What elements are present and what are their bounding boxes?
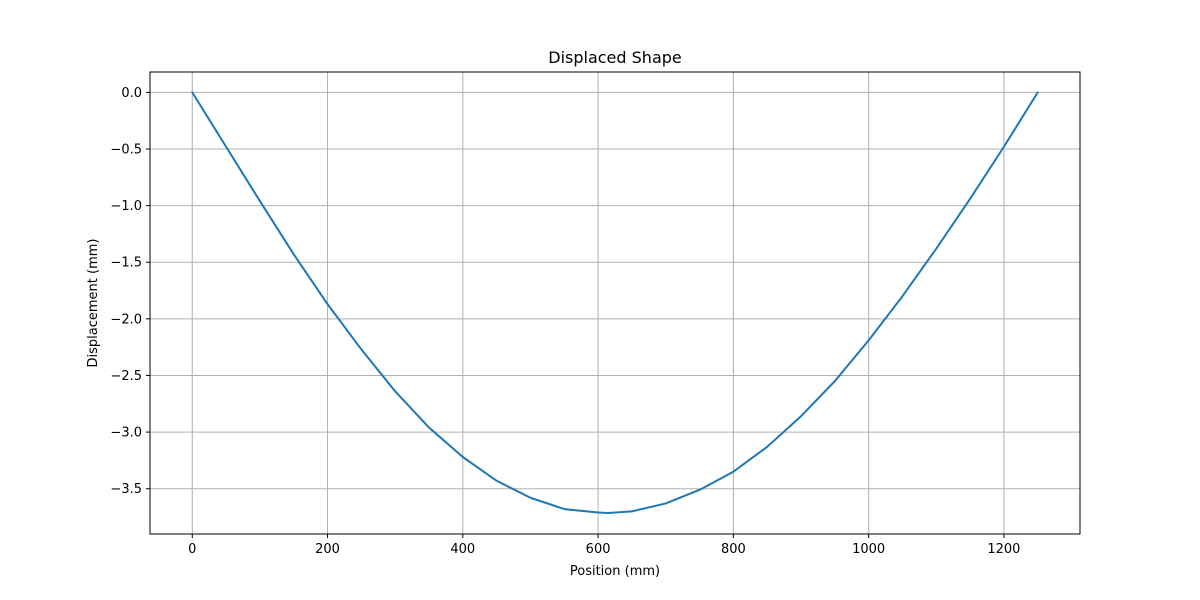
y-tick-label: −2.5 <box>110 369 142 384</box>
series-layer <box>191 91 1039 515</box>
displacement-series-line <box>191 91 1039 515</box>
grid-lines <box>150 72 1080 534</box>
y-tick-label: −3.5 <box>110 482 142 497</box>
x-axis-label: Position (mm) <box>570 564 660 579</box>
y-tick-label: −0.5 <box>110 143 142 158</box>
chart-title: Displaced Shape <box>548 48 682 67</box>
x-tick-label: 800 <box>721 542 746 557</box>
x-tick-label: 200 <box>315 542 340 557</box>
x-tick-label: 1000 <box>852 542 885 557</box>
y-tick-label: −3.0 <box>110 426 142 441</box>
y-axis-label: Displacement (mm) <box>86 239 101 368</box>
x-tick-label: 0 <box>188 542 196 557</box>
axis-ticks: 0 200 400 600 800 1000 1200 0.0 −0.5 −1.0 −1.5 −2.0… <box>110 86 1020 557</box>
x-tick-label: 400 <box>450 542 475 557</box>
y-tick-label: −1.5 <box>110 256 142 271</box>
plot-area-frame <box>149 71 1081 535</box>
y-tick-label: −2.0 <box>110 312 142 327</box>
y-tick-label: −1.0 <box>110 199 142 214</box>
x-tick-label: 1200 <box>987 542 1020 557</box>
y-tick-label: 0.0 <box>121 86 142 101</box>
x-tick-label: 600 <box>586 542 611 557</box>
